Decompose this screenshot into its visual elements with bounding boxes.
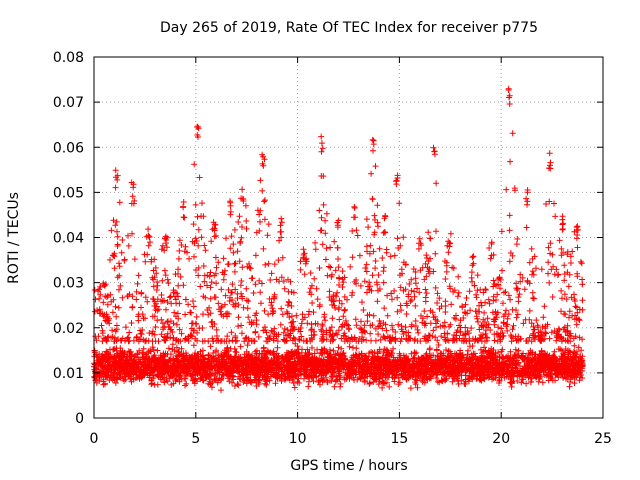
data-points	[91, 85, 586, 394]
y-tick-label: 0.01	[53, 366, 84, 382]
x-tick-label: 25	[594, 431, 612, 447]
y-axis-label: ROTI / TECUs	[6, 192, 22, 284]
x-tick-label: 0	[90, 431, 99, 447]
x-tick-label: 10	[289, 431, 307, 447]
y-tick-label: 0.02	[53, 321, 84, 337]
x-tick-label: 15	[390, 431, 408, 447]
x-axis-label: GPS time / hours	[290, 458, 407, 474]
x-tick-label: 20	[492, 431, 510, 447]
x-tick-labels: 0 5 10 15 20 25	[90, 431, 612, 447]
chart-title: Day 265 of 2019, Rate Of TEC Index for r…	[160, 20, 538, 36]
y-tick-labels: 0 0.01 0.02 0.03 0.04 0.05 0.06 0.07 0.08	[53, 50, 84, 427]
y-tick-label: 0.04	[53, 231, 84, 247]
axis-ticks	[93, 56, 604, 419]
roti-point-markers	[91, 85, 586, 394]
y-tick-label: 0.06	[53, 140, 84, 156]
y-tick-label: 0.07	[53, 95, 84, 111]
y-tick-label: 0	[75, 411, 84, 427]
y-tick-label: 0.05	[53, 185, 84, 201]
y-tick-label: 0.08	[53, 50, 84, 66]
y-tick-label: 0.03	[53, 276, 84, 292]
x-tick-label: 5	[191, 431, 200, 447]
